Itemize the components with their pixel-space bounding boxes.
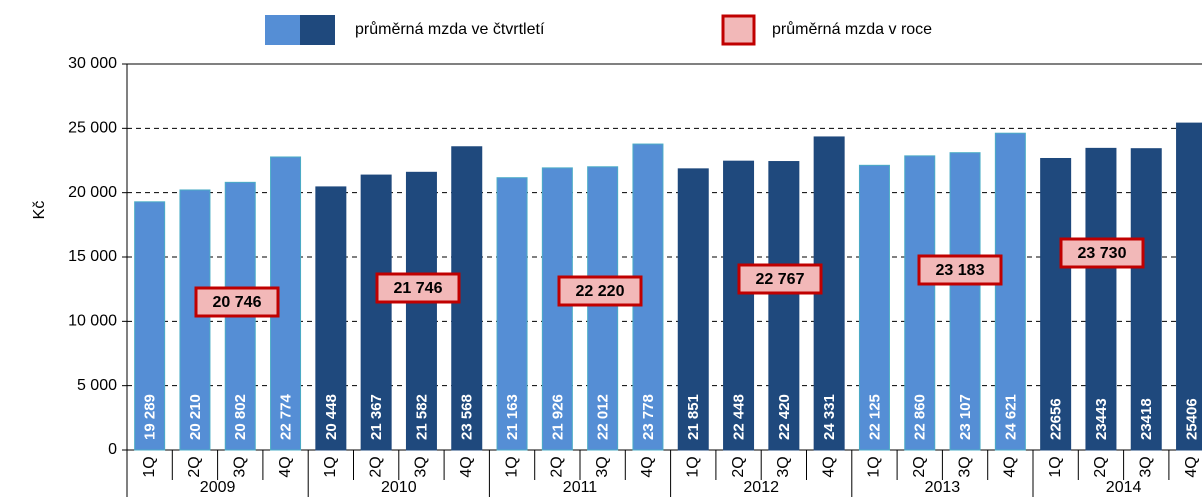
annual-label: 22 767 [756, 271, 805, 288]
year-label: 2014 [1106, 479, 1142, 496]
x-tick-label: 1Q [866, 456, 883, 477]
annual-label: 20 746 [213, 294, 262, 311]
data-label: 20 210 [187, 394, 204, 440]
legend-swatch [721, 14, 756, 46]
bar [677, 168, 709, 451]
x-tick-label: 3Q [1137, 456, 1154, 477]
data-label: 23418 [1138, 398, 1155, 440]
x-tick-label: 3Q [231, 456, 248, 477]
data-label: 22 420 [776, 394, 793, 440]
annual-box [194, 286, 280, 318]
x-tick-label: 3Q [956, 456, 973, 477]
x-tick-label: 4Q [277, 456, 294, 477]
y-tick-label: 0 [108, 441, 117, 458]
x-tick-label: 1Q [684, 456, 701, 477]
bar [858, 164, 890, 451]
data-label: 20 448 [323, 394, 340, 440]
bar [315, 186, 347, 451]
x-tick-label: 4Q [458, 456, 475, 477]
x-tick-label: 2Q [186, 456, 203, 477]
data-label: 23 778 [640, 394, 657, 440]
x-tick-label: 4Q [1183, 456, 1200, 477]
legend-label: průměrná mzda ve čtvrtletí [355, 20, 545, 38]
x-tick-label: 3Q [594, 456, 611, 477]
y-tick-label: 30 000 [68, 55, 117, 72]
data-label: 21 367 [368, 394, 385, 440]
bar [587, 166, 619, 451]
bar [1085, 147, 1117, 451]
y-tick-label: 5 000 [77, 377, 117, 394]
year-label: 2010 [381, 479, 417, 496]
bar [1176, 122, 1202, 451]
data-label: 19 289 [142, 394, 159, 440]
x-tick-label: 1Q [1047, 456, 1064, 477]
x-tick-label: 2Q [1092, 456, 1109, 477]
bar [496, 177, 528, 451]
year-label: 2011 [563, 479, 598, 496]
bar [949, 152, 981, 451]
x-tick-label: 2Q [911, 456, 928, 477]
bar [134, 201, 166, 451]
data-label: 23443 [1093, 398, 1110, 440]
x-tick-label: 4Q [639, 456, 656, 477]
bar [179, 189, 211, 451]
annual-box [737, 263, 823, 295]
annual-label: 23 183 [936, 262, 985, 279]
data-label: 24 621 [1002, 394, 1019, 440]
y-tick-label: 20 000 [68, 184, 117, 201]
data-label: 23 568 [459, 394, 476, 440]
year-label: 2009 [200, 479, 236, 496]
y-tick-label: 25 000 [68, 120, 117, 137]
year-label: 2013 [925, 479, 961, 496]
data-label: 21 926 [549, 394, 566, 440]
bar [1040, 157, 1072, 451]
data-label: 22 125 [866, 394, 883, 440]
data-label: 21 851 [685, 394, 702, 440]
bar [360, 174, 392, 451]
data-label: 20 802 [232, 394, 249, 440]
data-label: 24 331 [821, 394, 838, 440]
x-tick-label: 3Q [413, 456, 430, 477]
data-label: 21 163 [504, 394, 521, 440]
annual-label: 22 220 [576, 283, 625, 300]
data-label: 22 860 [912, 394, 929, 440]
bar [541, 167, 573, 451]
bar [723, 160, 755, 451]
y-axis-label: Kč [31, 201, 48, 220]
bar [768, 161, 800, 451]
x-tick-label: 2Q [730, 456, 747, 477]
annual-label: 23 730 [1078, 245, 1127, 262]
data-label: 21 582 [413, 394, 430, 440]
data-label: 22656 [1048, 398, 1065, 440]
x-tick-label: 4Q [820, 456, 837, 477]
legend-label: průměrná mzda v roce [772, 20, 932, 38]
annual-box [917, 254, 1003, 286]
legend-swatch [265, 15, 300, 45]
bar [405, 171, 437, 451]
x-tick-label: 4Q [1002, 456, 1019, 477]
annual-box [375, 272, 461, 304]
annual-label: 21 746 [394, 280, 443, 297]
x-tick-label: 2Q [367, 456, 384, 477]
bar [994, 132, 1026, 451]
annual-box [557, 275, 643, 307]
data-label: 22 012 [595, 394, 612, 440]
y-tick-label: 10 000 [68, 313, 117, 330]
x-tick-label: 1Q [503, 456, 520, 477]
x-tick-label: 1Q [141, 456, 158, 477]
data-label: 23 107 [957, 394, 974, 440]
x-tick-label: 2Q [549, 456, 566, 477]
legend-swatch [300, 15, 335, 45]
bar [904, 155, 936, 451]
annual-box [1059, 237, 1145, 269]
year-label: 2012 [743, 479, 779, 496]
data-label: 25406 [1184, 398, 1201, 440]
x-tick-label: 1Q [322, 456, 339, 477]
y-tick-label: 15 000 [68, 248, 117, 265]
x-tick-label: 3Q [775, 456, 792, 477]
data-label: 22 448 [731, 394, 748, 440]
bar [1130, 148, 1162, 451]
data-label: 22 774 [278, 393, 295, 440]
